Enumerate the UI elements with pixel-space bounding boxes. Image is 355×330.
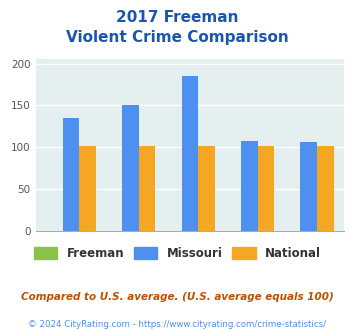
- Bar: [139, 147, 155, 231]
- Bar: [80, 147, 96, 231]
- Bar: [63, 118, 80, 231]
- Bar: [241, 141, 258, 231]
- Bar: [122, 106, 139, 231]
- Bar: [258, 147, 274, 231]
- Text: 2017 Freeman: 2017 Freeman: [116, 10, 239, 25]
- Legend: Freeman, Missouri, National: Freeman, Missouri, National: [29, 242, 326, 265]
- Text: Violent Crime Comparison: Violent Crime Comparison: [66, 30, 289, 45]
- Text: Compared to U.S. average. (U.S. average equals 100): Compared to U.S. average. (U.S. average …: [21, 292, 334, 302]
- Bar: [182, 76, 198, 231]
- Text: © 2024 CityRating.com - https://www.cityrating.com/crime-statistics/: © 2024 CityRating.com - https://www.city…: [28, 320, 327, 329]
- Bar: [300, 142, 317, 231]
- Bar: [317, 147, 334, 231]
- Bar: [198, 147, 215, 231]
